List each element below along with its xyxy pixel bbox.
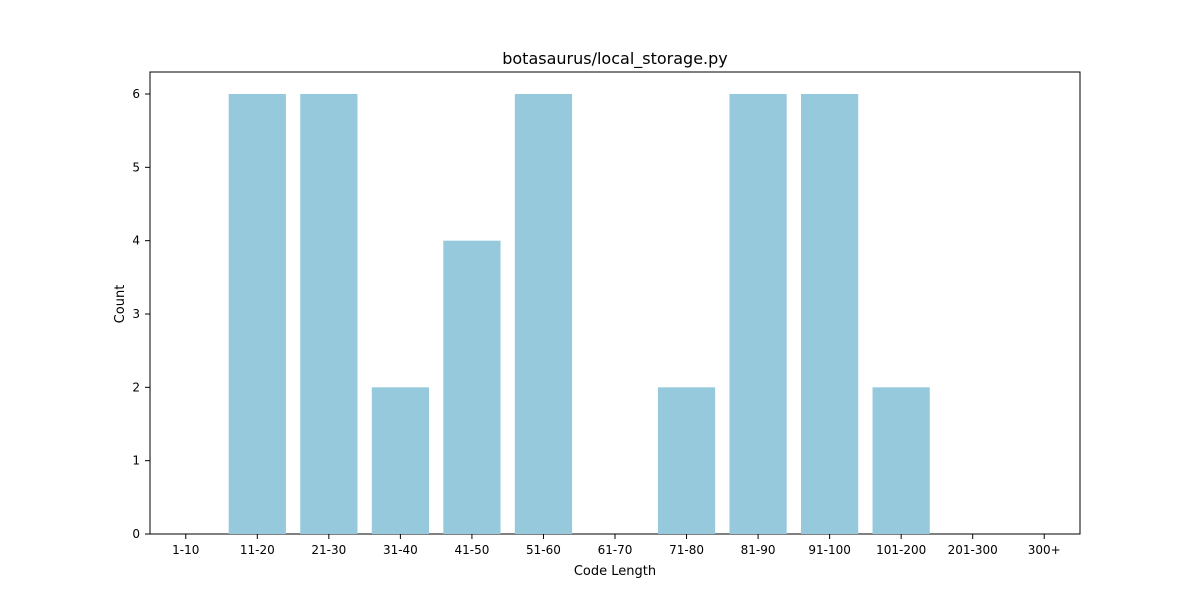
x-tick-label-41-50: 41-50 <box>454 543 489 557</box>
x-tick-label-1-10: 1-10 <box>172 543 199 557</box>
plot-frame <box>149 71 1081 535</box>
x-tick-label-101-200: 101-200 <box>876 543 926 557</box>
x-tick-label-300+: 300+ <box>1028 543 1061 557</box>
bar-11-20 <box>228 94 286 534</box>
y-axis-label: Count <box>113 285 128 324</box>
x-tick-label-21-30: 21-30 <box>311 543 346 557</box>
bar-51-60 <box>514 94 573 534</box>
y-tick-label-6: 6 <box>132 87 140 101</box>
x-tick-label-11-20: 11-20 <box>240 543 275 557</box>
bars <box>228 94 930 534</box>
y-tick-label-0: 0 <box>132 527 140 541</box>
plot-area <box>149 71 1081 535</box>
x-tick-label-71-80: 71-80 <box>669 543 704 557</box>
y-tick-label-1: 1 <box>132 454 140 468</box>
y-tick-label-2: 2 <box>132 380 140 394</box>
x-tick-label-81-90: 81-90 <box>741 543 776 557</box>
bar-71-80 <box>657 387 716 534</box>
bar-21-30 <box>300 94 358 534</box>
y-axis: 0 1 2 3 4 5 6 <box>132 87 150 541</box>
x-axis-label: Code Length <box>574 564 656 579</box>
bar-91-100 <box>801 94 859 534</box>
x-axis: 1-10 11-20 21-30 31-40 41-50 51-60 61-70 71-80 8… <box>172 534 1061 557</box>
y-tick-label-4: 4 <box>132 234 140 248</box>
x-tick-label-61-70: 61-70 <box>598 543 633 557</box>
bar-101-200 <box>872 387 930 534</box>
x-tick-label-31-40: 31-40 <box>383 543 418 557</box>
y-tick-label-5: 5 <box>132 160 140 174</box>
chart-title: botasaurus/local_storage.py <box>502 49 728 69</box>
x-tick-label-51-60: 51-60 <box>526 543 561 557</box>
bar-41-50 <box>443 240 501 534</box>
bar-81-90 <box>729 94 787 534</box>
y-tick-label-3: 3 <box>132 307 140 321</box>
x-tick-label-91-100: 91-100 <box>808 543 851 557</box>
bar-31-40 <box>371 387 429 534</box>
x-tick-label-201-300: 201-300 <box>948 543 998 557</box>
